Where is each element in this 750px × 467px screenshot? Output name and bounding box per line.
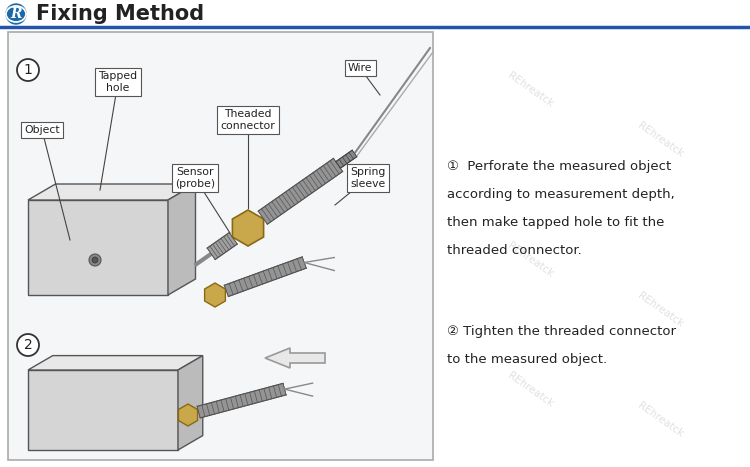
Text: REhreatck: REhreatck bbox=[635, 401, 685, 439]
Text: to the measured object.: to the measured object. bbox=[447, 353, 608, 366]
Text: R: R bbox=[10, 7, 22, 21]
Polygon shape bbox=[336, 150, 357, 168]
Text: REhreatck: REhreatck bbox=[635, 120, 685, 159]
Text: Fixing Method: Fixing Method bbox=[36, 4, 204, 24]
Polygon shape bbox=[258, 158, 343, 224]
Circle shape bbox=[17, 59, 39, 81]
Text: REhreatck: REhreatck bbox=[506, 241, 555, 279]
Text: REhreatck: REhreatck bbox=[635, 290, 685, 329]
Polygon shape bbox=[207, 233, 237, 260]
Text: REhreatck: REhreatck bbox=[266, 371, 315, 410]
Text: REhreatck: REhreatck bbox=[105, 81, 154, 120]
Text: threaded connector.: threaded connector. bbox=[447, 244, 582, 257]
Text: Spring
sleeve: Spring sleeve bbox=[350, 167, 386, 189]
Polygon shape bbox=[265, 348, 325, 368]
Polygon shape bbox=[205, 283, 226, 307]
Text: REhreatck: REhreatck bbox=[105, 290, 154, 329]
Text: Object: Object bbox=[24, 125, 60, 135]
Text: ①  Perforate the measured object: ① Perforate the measured object bbox=[447, 160, 671, 173]
Text: 1: 1 bbox=[23, 63, 32, 77]
Text: Sensor
(probe): Sensor (probe) bbox=[175, 167, 215, 189]
Circle shape bbox=[6, 4, 26, 24]
Text: 2: 2 bbox=[24, 338, 32, 352]
Circle shape bbox=[17, 334, 39, 356]
Polygon shape bbox=[197, 383, 286, 418]
Text: REhreatck: REhreatck bbox=[266, 116, 315, 154]
Polygon shape bbox=[28, 184, 196, 200]
Circle shape bbox=[92, 257, 98, 263]
Text: according to measurement depth,: according to measurement depth, bbox=[447, 188, 675, 201]
Polygon shape bbox=[178, 404, 197, 426]
Text: ② Tighten the threaded connector: ② Tighten the threaded connector bbox=[447, 325, 676, 338]
Text: Tapped
hole: Tapped hole bbox=[98, 71, 137, 93]
Polygon shape bbox=[178, 355, 203, 450]
Polygon shape bbox=[28, 200, 168, 295]
Polygon shape bbox=[28, 370, 178, 450]
Polygon shape bbox=[232, 210, 263, 246]
FancyBboxPatch shape bbox=[8, 32, 433, 460]
Polygon shape bbox=[168, 184, 196, 295]
Text: REhreatck: REhreatck bbox=[506, 371, 555, 410]
Polygon shape bbox=[28, 355, 202, 370]
Text: REhreatck: REhreatck bbox=[506, 71, 555, 109]
Text: Wire: Wire bbox=[348, 63, 372, 73]
Text: then make tapped hole to fit the: then make tapped hole to fit the bbox=[447, 216, 664, 229]
Text: Theaded
connector: Theaded connector bbox=[220, 109, 275, 131]
Circle shape bbox=[89, 254, 101, 266]
Polygon shape bbox=[224, 257, 306, 297]
